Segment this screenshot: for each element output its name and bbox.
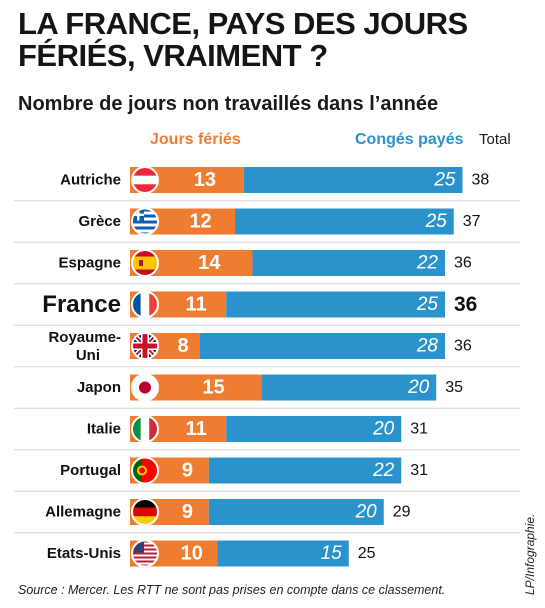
holidays-value: 9 bbox=[182, 460, 193, 482]
italy-flag-icon bbox=[131, 415, 159, 443]
country-label: Grèce bbox=[78, 213, 121, 230]
country-label: Portugal bbox=[60, 462, 121, 479]
paid-leave-value: 25 bbox=[433, 170, 456, 191]
greece-flag-icon bbox=[131, 207, 159, 236]
paid-leave-value: 22 bbox=[372, 460, 395, 481]
holidays-value: 13 bbox=[194, 169, 216, 191]
total-value: 35 bbox=[445, 379, 463, 396]
bar-paid-leave bbox=[217, 540, 349, 567]
holidays-value: 11 bbox=[186, 294, 207, 316]
holidays-value: 9 bbox=[182, 501, 193, 523]
total-value: 25 bbox=[358, 545, 376, 562]
country-label: Italie bbox=[87, 421, 121, 438]
bar-paid-leave bbox=[252, 250, 445, 276]
paid-leave-value: 15 bbox=[321, 543, 343, 564]
total-value: 36 bbox=[454, 338, 472, 355]
total-value: 38 bbox=[472, 172, 490, 189]
holidays-value: 14 bbox=[198, 252, 221, 274]
bar-paid-leave bbox=[243, 167, 463, 193]
country-label: France bbox=[42, 291, 121, 318]
total-value: 36 bbox=[454, 255, 472, 272]
bar-paid-leave bbox=[208, 499, 384, 525]
holidays-value: 10 bbox=[181, 543, 203, 565]
germany-flag-icon bbox=[131, 498, 159, 526]
bar-paid-leave bbox=[208, 457, 402, 484]
austria-flag-icon bbox=[131, 166, 159, 194]
usa-flag-icon bbox=[131, 539, 159, 568]
japan-flag-icon bbox=[131, 373, 159, 402]
paid-leave-value: 25 bbox=[416, 294, 439, 315]
paid-leave-value: 20 bbox=[355, 502, 378, 523]
legend-paid-leave: Congés payés bbox=[355, 131, 464, 148]
bar-paid-leave bbox=[235, 208, 454, 235]
holidays-value: 11 bbox=[186, 418, 207, 440]
total-value: 31 bbox=[410, 421, 428, 438]
credit-note: LP/Infographie. bbox=[523, 513, 537, 595]
paid-leave-value: 28 bbox=[416, 336, 439, 357]
chart-title: LA FRANCE, PAYS DES JOURS FÉRIÉS, VRAIME… bbox=[18, 6, 468, 73]
france-flag-icon bbox=[131, 290, 159, 319]
holidays-value: 15 bbox=[203, 377, 225, 399]
portugal-flag-icon bbox=[131, 456, 159, 485]
bar-paid-leave bbox=[226, 291, 445, 318]
legend-holidays: Jours fériés bbox=[150, 131, 241, 148]
total-value: 36 bbox=[454, 293, 477, 316]
legend-total: Total bbox=[479, 131, 511, 148]
chart-subtitle: Nombre de jours non travaillés dans l’an… bbox=[18, 93, 439, 115]
bar-paid-leave bbox=[226, 416, 402, 442]
bar-paid-leave bbox=[200, 333, 445, 359]
country-label: Royaume-Uni bbox=[48, 329, 121, 364]
paid-leave-value: 25 bbox=[425, 211, 448, 232]
spain-flag-icon bbox=[131, 249, 159, 277]
country-label: Etats-Unis bbox=[47, 545, 121, 562]
uk-flag-icon bbox=[131, 332, 159, 360]
country-label: Autriche bbox=[60, 172, 121, 189]
total-value: 31 bbox=[410, 462, 428, 479]
country-label: Espagne bbox=[58, 255, 121, 272]
bar-paid-leave bbox=[261, 374, 437, 401]
holidays-value: 8 bbox=[177, 335, 188, 357]
total-value: 37 bbox=[463, 213, 481, 230]
source-note: Source : Mercer. Les RTT ne sont pas pri… bbox=[18, 583, 446, 597]
total-value: 29 bbox=[393, 504, 411, 521]
holidays-value: 12 bbox=[189, 211, 211, 233]
country-label: Japon bbox=[77, 379, 121, 396]
paid-leave-value: 20 bbox=[407, 377, 430, 398]
country-label: Allemagne bbox=[45, 504, 121, 521]
paid-leave-value: 22 bbox=[416, 253, 439, 274]
paid-leave-value: 20 bbox=[372, 419, 395, 440]
